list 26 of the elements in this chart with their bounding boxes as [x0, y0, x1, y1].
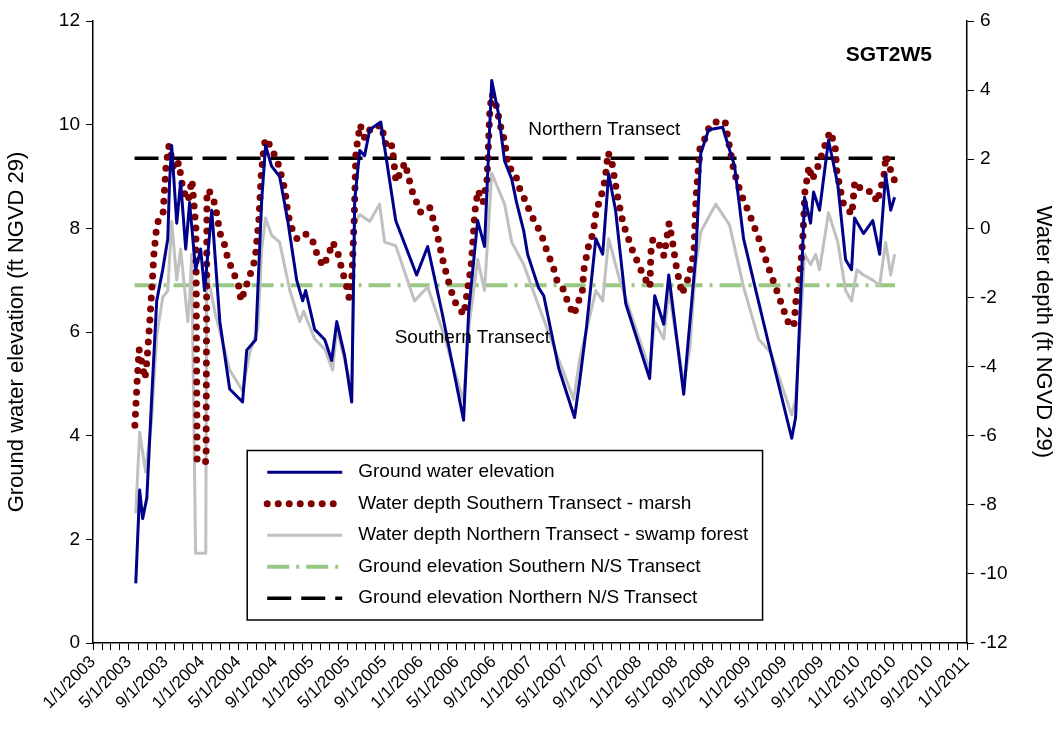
y-tick-label: 10: [58, 112, 80, 134]
y2-tick-label: -4: [980, 354, 998, 376]
y2-tick-label: -6: [980, 423, 997, 445]
y-tick-label: 6: [69, 320, 80, 342]
y2-tick-label: -10: [980, 562, 1008, 584]
y2-tick-label: 4: [980, 78, 991, 100]
y-tick-label: 2: [69, 527, 80, 549]
y2-axis-title: Water depth (ft NGVD 29): [1031, 205, 1057, 459]
annotation: SGT2W5: [845, 41, 933, 65]
annotation: Northern Transect: [528, 118, 682, 140]
legend-label: Ground elevation Northern N/S Transect: [358, 586, 698, 608]
y2-tick-label: -2: [980, 285, 997, 307]
y2-tick-label: -8: [980, 493, 997, 515]
y-tick-label: 0: [69, 631, 80, 653]
y2-tick-label: 2: [980, 147, 991, 169]
legend-label: Ground water elevation: [358, 460, 555, 482]
legend-label: Water depth Southern Transect - marsh: [358, 491, 692, 513]
y2-tick-label: -12: [980, 631, 1008, 653]
legend-label: Ground elevation Southern N/S Transect: [358, 554, 702, 576]
y-axis-title: Ground water elevation (ft NGVD 29): [3, 151, 29, 513]
y2-tick-label: 0: [980, 216, 991, 238]
legend-label: Water depth Northern Transect - swamp forest: [358, 523, 749, 545]
y2-tick-label: 6: [980, 9, 991, 31]
y-tick-label: 8: [69, 216, 80, 238]
y-tick-label: 4: [69, 423, 81, 445]
y-tick-label: 12: [58, 9, 80, 31]
